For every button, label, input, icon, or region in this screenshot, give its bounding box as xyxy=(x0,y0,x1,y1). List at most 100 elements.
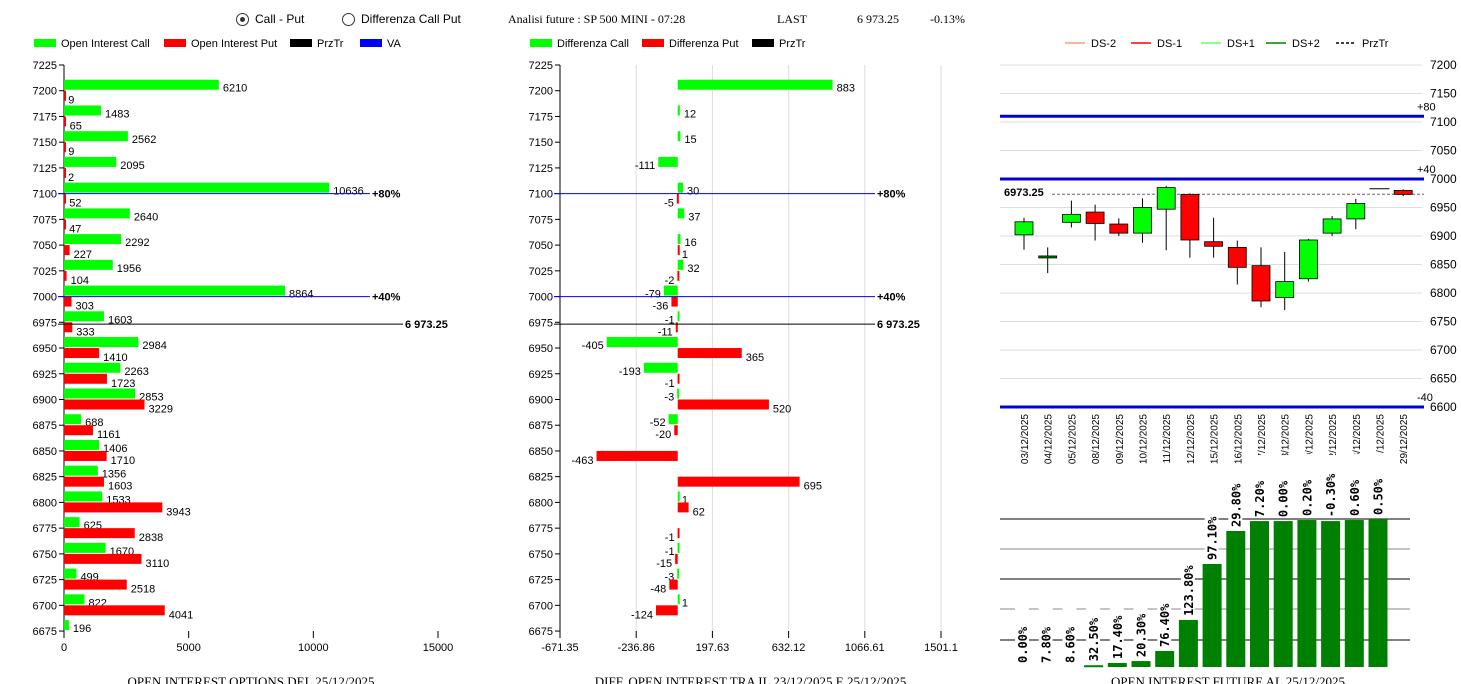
oi-call-bar xyxy=(64,594,85,605)
candle-body xyxy=(1014,221,1034,236)
diff-call-value: -405 xyxy=(582,340,604,352)
oi-put-bar xyxy=(64,528,135,539)
x-tick-label: 1066.61 xyxy=(845,642,885,654)
radio-differenza[interactable]: Differenza Call Put xyxy=(342,12,461,26)
header: Call - Put Differenza Call Put Analisi f… xyxy=(0,0,1461,30)
y-tick-label: 6725 xyxy=(33,575,57,587)
label-bg xyxy=(1228,464,1243,525)
y-tick-label: 7100 xyxy=(1430,115,1457,129)
x-tick-label: 632.12 xyxy=(772,642,806,654)
oi-call-bar xyxy=(64,517,80,528)
oi-call-bar xyxy=(64,491,103,502)
y-tick-label: 6850 xyxy=(529,446,553,458)
diff-put-value: 520 xyxy=(773,403,791,415)
y-tick-label: 7125 xyxy=(33,163,57,175)
diff-call-value: -3 xyxy=(664,572,674,584)
future-oi-label: 97.10% xyxy=(1206,516,1220,560)
oi-put-bar xyxy=(64,322,73,333)
label-bg xyxy=(1346,454,1361,515)
page-title: Analisi future : SP 500 MINI - 07:28 xyxy=(508,12,686,26)
oi-call-value: 1483 xyxy=(105,108,129,120)
diff-call-value: 1 xyxy=(682,494,688,506)
y-tick-label: 7025 xyxy=(529,266,553,278)
y-tick-label: 7125 xyxy=(529,163,553,175)
price-line-label: 6973.25 xyxy=(1004,187,1044,199)
oi-put-bar xyxy=(64,219,66,230)
y-tick-label: 6950 xyxy=(529,343,553,355)
diff-call-bar xyxy=(643,362,678,373)
oi-put-value: 1161 xyxy=(97,429,121,441)
legend-label: Open Interest Put xyxy=(191,38,277,50)
oi-call-value: 2292 xyxy=(125,237,149,249)
diff-put-bar xyxy=(655,605,678,616)
oi-put-value: 65 xyxy=(70,120,82,132)
legend-swatch xyxy=(34,39,56,47)
oi-put-value: 52 xyxy=(69,198,81,210)
y-tick-label: 7200 xyxy=(33,86,57,98)
oi-put-bar xyxy=(64,425,93,436)
diff-put-value: -15 xyxy=(656,558,672,570)
future-oi-label: 0.00% xyxy=(1016,626,1030,663)
oi-level-label: +80% xyxy=(372,189,401,201)
label-bg xyxy=(1323,455,1338,516)
radio-call-put[interactable]: Call - Put xyxy=(236,12,304,26)
oi-call-bar xyxy=(64,182,330,193)
level-label: -40 xyxy=(1417,392,1433,404)
diff-put-value: 1 xyxy=(682,249,688,261)
y-tick-label: 6750 xyxy=(529,549,553,561)
diff-call-bar xyxy=(677,182,684,193)
future-oi-label: -0.30% xyxy=(1324,473,1338,517)
y-tick-label: 6825 xyxy=(529,472,553,484)
diff-level-label: +40% xyxy=(877,292,906,304)
diff-call-bar xyxy=(677,542,680,553)
y-tick-label: 7000 xyxy=(1430,172,1457,186)
diff-put-value: -2 xyxy=(665,275,675,287)
y-tick-label: 7200 xyxy=(1430,58,1457,72)
candle-body xyxy=(1180,193,1200,241)
oi-put-bar xyxy=(64,270,67,281)
oi-put-bar xyxy=(64,142,66,153)
oi-call-bar xyxy=(64,439,100,450)
label-bg xyxy=(1062,601,1077,661)
oi-call-value: 8864 xyxy=(289,289,313,301)
diff-call-value: -1 xyxy=(665,314,675,326)
last-value: 6 973.25 xyxy=(857,12,899,26)
y-tick-label: 6875 xyxy=(33,420,57,432)
y-tick-label: 6800 xyxy=(33,497,57,509)
oi-call-bar xyxy=(64,337,139,348)
oi-call-bar xyxy=(64,465,98,476)
x-tick-label: 10000 xyxy=(298,642,329,654)
diff-put-value: -48 xyxy=(650,584,666,596)
diff-call-value: -79 xyxy=(645,289,661,301)
level-label: +40 xyxy=(1417,164,1436,176)
oi-call-bar xyxy=(64,156,117,167)
oi-put-value: 333 xyxy=(76,326,94,338)
legend-swatch xyxy=(530,39,552,47)
date-label: 12/12/2025 xyxy=(1186,414,1197,464)
diff-call-bar xyxy=(677,131,681,142)
oi-put-value: 227 xyxy=(74,249,92,261)
oi-call-bar xyxy=(64,259,113,270)
y-tick-label: 6900 xyxy=(1430,229,1457,243)
y-tick-label: 7075 xyxy=(33,214,57,226)
y-tick-label: 7200 xyxy=(529,86,553,98)
future-oi-bar xyxy=(1344,520,1364,667)
future-oi-bar xyxy=(1368,519,1388,667)
oi-call-bar xyxy=(64,414,82,425)
diff-call-value: 30 xyxy=(687,186,699,198)
change-value: -0.13% xyxy=(930,12,965,26)
date-label: 11/12/2025 xyxy=(1162,414,1173,464)
future-oi-label: 76.40% xyxy=(1158,603,1172,647)
x-tick-label: 15000 xyxy=(423,642,454,654)
oi-call-bar xyxy=(64,208,130,219)
future-oi-label: 0.50% xyxy=(1372,478,1386,515)
diff-put-value: 695 xyxy=(804,481,822,493)
legend-label: PrzTr xyxy=(1362,38,1389,50)
future-oi-title: OPEN INTEREST FUTURE AL 25/12/2025 xyxy=(1111,674,1345,684)
future-oi-bar xyxy=(1321,521,1341,667)
oi-call-value: 10636 xyxy=(333,186,364,198)
diff-call-bar xyxy=(677,594,680,605)
diff-call-bar xyxy=(677,259,684,270)
candle-body xyxy=(1204,241,1223,247)
candle-body xyxy=(1109,223,1129,234)
